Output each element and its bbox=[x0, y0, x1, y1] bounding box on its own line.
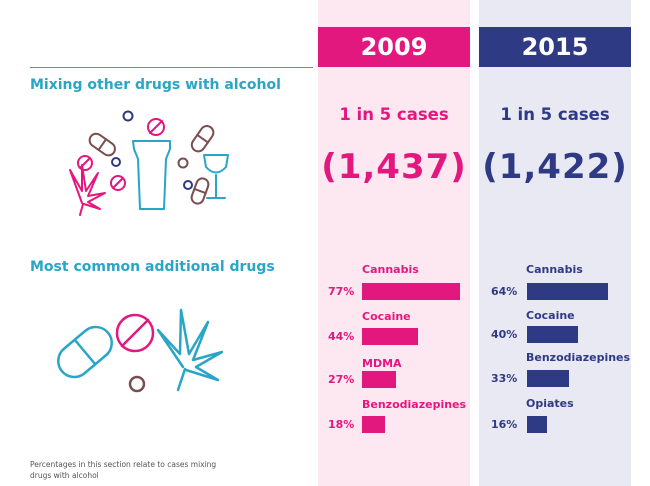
bar-category-label: Cannabis bbox=[362, 263, 419, 276]
bar bbox=[362, 283, 460, 300]
year-header-2009: 2009 bbox=[318, 27, 470, 67]
mixing-section-title: Mixing other drugs with alcohol bbox=[30, 77, 281, 93]
pill-icon bbox=[190, 125, 215, 153]
pill-icon bbox=[88, 132, 116, 157]
bar-category-label: Cocaine bbox=[362, 310, 411, 323]
bar-value-label: 77% bbox=[328, 285, 355, 298]
no-entry-icon bbox=[147, 118, 165, 136]
tablet-icon bbox=[128, 375, 146, 393]
bar-value-label: 44% bbox=[328, 330, 355, 343]
year-header-2015: 2015 bbox=[479, 27, 631, 67]
case-count-2009: (1,437) bbox=[321, 147, 467, 187]
column-2009: 2009 1 in 5 cases (1,437) Cannabis 77% Coc… bbox=[318, 0, 470, 486]
mixing-illustration bbox=[69, 110, 229, 216]
bar bbox=[527, 326, 578, 343]
common-drugs-section-title: Most common additional drugs bbox=[30, 259, 275, 275]
pill-icon bbox=[190, 177, 210, 205]
tablet-icon bbox=[177, 157, 189, 169]
no-entry-icon bbox=[115, 313, 155, 353]
bar-value-label: 33% bbox=[491, 372, 518, 385]
bar bbox=[362, 371, 396, 388]
bar-value-label: 64% bbox=[491, 285, 518, 298]
bar-category-label: Benzodiazepines bbox=[526, 351, 631, 364]
common-drugs-illustration bbox=[57, 308, 224, 393]
bar bbox=[527, 416, 547, 433]
column-2015: 2015 1 in 5 cases (1,422) Cannabis 64% Coc… bbox=[479, 0, 631, 486]
tablet-icon bbox=[183, 180, 193, 190]
tablet-icon bbox=[111, 157, 121, 167]
pill-icon bbox=[57, 325, 113, 379]
footnote: Percentages in this section relate to ca… bbox=[30, 460, 217, 480]
bar-value-label: 27% bbox=[328, 373, 355, 386]
cannabis-leaf-icon bbox=[69, 164, 106, 216]
wine-glass-icon bbox=[203, 154, 229, 199]
bar bbox=[362, 416, 385, 433]
ratio-2015: 1 in 5 cases bbox=[500, 105, 610, 124]
bar bbox=[527, 283, 608, 300]
bar-category-label: Cannabis bbox=[526, 263, 583, 276]
bar-value-label: 40% bbox=[491, 328, 518, 341]
bar-category-label: MDMA bbox=[362, 357, 402, 370]
cannabis-leaf-icon bbox=[156, 308, 224, 392]
bar-category-label: Cocaine bbox=[526, 309, 575, 322]
bar-category-label: Opiates bbox=[526, 397, 574, 410]
case-count-2015: (1,422) bbox=[482, 147, 628, 187]
tablet-icon bbox=[122, 110, 134, 122]
ratio-2009: 1 in 5 cases bbox=[339, 105, 449, 124]
no-entry-icon bbox=[77, 155, 93, 171]
bar bbox=[527, 370, 569, 387]
section-divider bbox=[30, 67, 313, 68]
bar-value-label: 18% bbox=[328, 418, 355, 431]
bar-category-label: Benzodiazepines bbox=[362, 398, 467, 411]
bar bbox=[362, 328, 418, 345]
no-entry-icon bbox=[110, 175, 126, 191]
pint-glass-icon bbox=[132, 140, 171, 210]
bar-value-label: 16% bbox=[491, 418, 518, 431]
